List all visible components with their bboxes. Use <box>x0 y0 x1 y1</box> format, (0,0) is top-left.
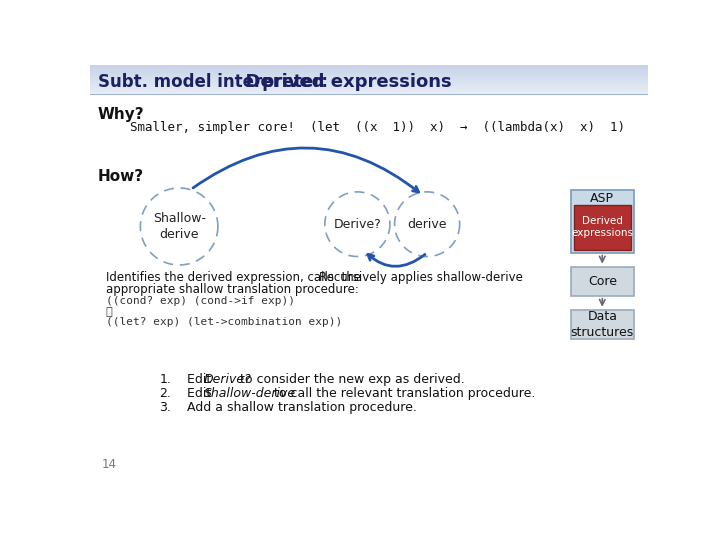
Bar <box>90 71 648 72</box>
Bar <box>90 75 648 76</box>
Bar <box>90 85 648 86</box>
Text: Shallow-
derive: Shallow- derive <box>153 212 206 241</box>
Bar <box>90 90 648 91</box>
Bar <box>90 76 648 77</box>
Bar <box>90 88 648 89</box>
Text: ⋮: ⋮ <box>106 307 112 316</box>
Text: derive: derive <box>408 218 447 231</box>
Text: appropriate shallow translation procedure:: appropriate shallow translation procedur… <box>106 283 359 296</box>
Text: Data
structures: Data structures <box>571 310 634 339</box>
Text: Add a shallow translation procedure.: Add a shallow translation procedure. <box>187 401 417 414</box>
Text: Subt. model interpreter:: Subt. model interpreter: <box>98 73 328 91</box>
Text: Derive?: Derive? <box>204 373 252 386</box>
FancyBboxPatch shape <box>570 267 634 296</box>
Bar <box>90 74 648 75</box>
Bar <box>90 89 648 90</box>
Text: 14: 14 <box>102 458 117 471</box>
Bar <box>90 81 648 82</box>
Text: How?: How? <box>98 168 144 184</box>
Text: Recursively applies shallow-derive: Recursively applies shallow-derive <box>319 271 523 284</box>
Bar <box>90 84 648 85</box>
Bar <box>90 91 648 92</box>
Bar <box>90 73 648 74</box>
Bar <box>90 78 648 79</box>
Bar <box>90 69 648 70</box>
Text: Why?: Why? <box>98 107 145 122</box>
Bar <box>90 83 648 84</box>
Bar <box>90 92 648 93</box>
Text: ((cond? exp) (cond->if exp)): ((cond? exp) (cond->if exp)) <box>106 296 294 306</box>
Bar <box>90 66 648 67</box>
Text: Derive?: Derive? <box>333 218 382 231</box>
Bar <box>90 77 648 78</box>
Bar <box>90 65 648 66</box>
Bar <box>90 82 648 83</box>
Bar <box>90 72 648 73</box>
Text: to call the relevant translation procedure.: to call the relevant translation procedu… <box>270 387 535 400</box>
FancyBboxPatch shape <box>570 309 634 339</box>
Text: Derived expressions: Derived expressions <box>233 73 452 91</box>
Text: 1.: 1. <box>160 373 171 386</box>
Text: Derived
expressions: Derived expressions <box>571 216 634 239</box>
Text: ((let? exp) (let->combination exp)): ((let? exp) (let->combination exp)) <box>106 318 342 327</box>
Bar <box>90 67 648 68</box>
Text: Edit: Edit <box>187 387 215 400</box>
Text: 3.: 3. <box>160 401 171 414</box>
Bar <box>90 93 648 94</box>
Text: Smaller, simpler core!  (let  ((x  1))  x)  →  ((lambda(x)  x)  1): Smaller, simpler core! (let ((x 1)) x) →… <box>130 121 625 134</box>
Text: ASP: ASP <box>590 192 614 205</box>
Bar <box>90 79 648 80</box>
Bar <box>90 70 648 71</box>
Bar <box>90 87 648 88</box>
Text: 2.: 2. <box>160 387 171 400</box>
Text: Identifies the derived expression, calls  the: Identifies the derived expression, calls… <box>106 271 361 284</box>
Bar <box>90 80 648 81</box>
Text: to consider the new exp as derived.: to consider the new exp as derived. <box>236 373 465 386</box>
Text: Shallow-derive: Shallow-derive <box>204 387 296 400</box>
Bar <box>90 86 648 87</box>
FancyBboxPatch shape <box>574 205 631 249</box>
Bar <box>90 68 648 69</box>
Text: Core: Core <box>588 275 617 288</box>
FancyBboxPatch shape <box>570 190 634 253</box>
Text: Edit: Edit <box>187 373 215 386</box>
